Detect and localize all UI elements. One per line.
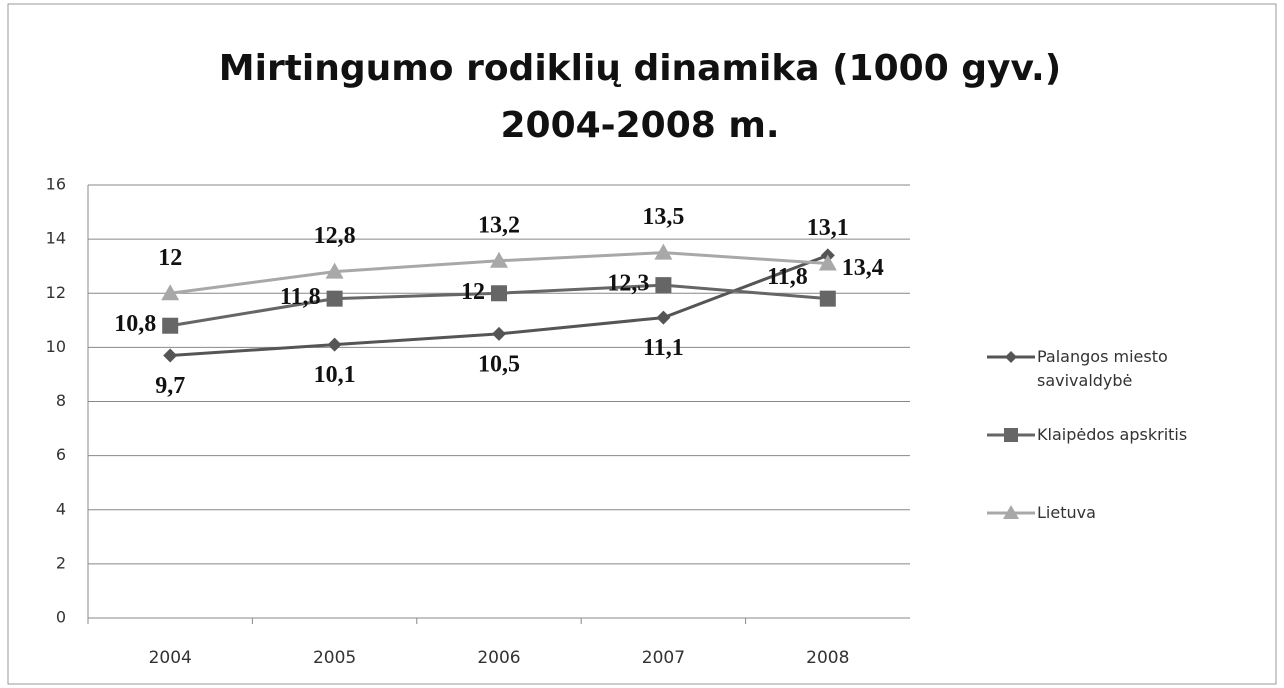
data-label: 12 xyxy=(158,245,182,271)
y-tick-label: 10 xyxy=(46,337,66,356)
legend-marker xyxy=(1003,505,1019,519)
marker xyxy=(161,284,180,301)
y-tick-label: 6 xyxy=(56,445,66,464)
marker xyxy=(491,285,507,302)
marker xyxy=(819,290,836,307)
data-label: 13,2 xyxy=(478,212,520,238)
y-tick-label: 0 xyxy=(56,608,66,627)
marker xyxy=(655,277,672,294)
legend-item: Palangos miesto savivaldybė xyxy=(985,345,1275,393)
data-label: 13,5 xyxy=(642,204,684,230)
chart-subtitle: 2004-2008 m. xyxy=(500,105,779,146)
data-label: 12 xyxy=(461,279,485,305)
chart-border xyxy=(7,3,1277,685)
y-tick-label: 12 xyxy=(46,283,66,302)
legend-label: Lietuva xyxy=(1037,503,1096,522)
data-label: 11,1 xyxy=(643,335,684,361)
legend-label: Klaipėdos apskritis xyxy=(1037,425,1188,444)
legend-marker xyxy=(1004,428,1018,442)
x-tick-label: 2004 xyxy=(149,648,192,668)
chart-title: Mirtingumo rodiklių dinamika (1000 gyv.) xyxy=(219,48,1061,89)
data-label: 12,8 xyxy=(314,223,356,249)
legend-swatch xyxy=(987,505,1035,519)
marker xyxy=(654,243,673,260)
data-label: 13,1 xyxy=(807,215,849,241)
data-label: 13,4 xyxy=(842,255,884,281)
y-tick-label: 16 xyxy=(46,175,66,194)
marker xyxy=(163,348,178,363)
x-tick-label: 2005 xyxy=(313,648,356,668)
y-tick-label: 8 xyxy=(56,391,66,410)
legend-item: Klaipėdos apskritis xyxy=(985,423,1275,447)
y-tick-label: 4 xyxy=(56,499,66,518)
marker xyxy=(162,317,179,334)
legend-swatch xyxy=(987,351,1035,363)
legend-swatch xyxy=(987,428,1035,442)
data-label: 12,3 xyxy=(607,271,649,297)
legend-label: Palangos miesto savivaldybė xyxy=(1037,347,1168,390)
marker xyxy=(492,326,506,341)
marker xyxy=(656,310,671,325)
data-label: 10,8 xyxy=(114,311,156,337)
data-label: 10,5 xyxy=(478,351,520,377)
data-label: 10,1 xyxy=(314,362,356,388)
x-tick-label: 2007 xyxy=(642,648,685,668)
x-tick-label: 2008 xyxy=(806,648,849,668)
y-tick-label: 14 xyxy=(46,229,66,248)
data-label: 9,7 xyxy=(155,373,185,399)
data-label: 11,8 xyxy=(767,264,808,290)
x-tick-label: 2006 xyxy=(477,648,520,668)
marker xyxy=(326,290,343,307)
y-tick-label: 2 xyxy=(56,553,66,572)
marker xyxy=(325,262,344,279)
data-label: 11,8 xyxy=(280,284,321,310)
legend-marker xyxy=(1005,351,1017,363)
marker xyxy=(327,337,342,352)
legend-item: Lietuva xyxy=(985,501,1275,525)
marker xyxy=(818,254,837,271)
marker xyxy=(490,251,508,268)
